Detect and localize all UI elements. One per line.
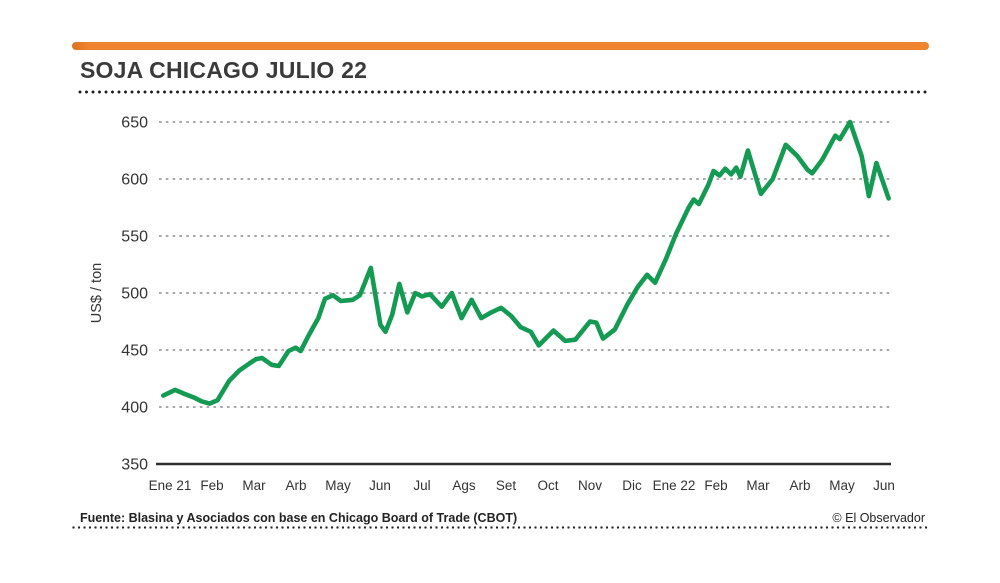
x-tick-label: Jul bbox=[413, 478, 430, 493]
x-tick-label: May bbox=[325, 478, 351, 493]
x-tick-label: Arb bbox=[285, 478, 306, 493]
y-tick-label: 450 bbox=[121, 343, 148, 360]
x-tick-label: Set bbox=[496, 478, 517, 493]
y-tick-label: 650 bbox=[121, 115, 148, 132]
y-tick-label: 500 bbox=[121, 286, 148, 303]
y-tick-label: 350 bbox=[121, 457, 148, 474]
y-tick-label: 600 bbox=[121, 172, 148, 189]
x-tick-label: Dic bbox=[622, 478, 642, 493]
price-line bbox=[161, 119, 891, 406]
source-note: Fuente: Blasina y Asociados con base en … bbox=[80, 511, 518, 525]
x-tick-label: Feb bbox=[200, 478, 223, 493]
x-tick-label: Ene 21 bbox=[149, 478, 192, 493]
accent-bar bbox=[72, 42, 929, 50]
x-tick-label: Nov bbox=[578, 478, 602, 493]
x-tick-label: May bbox=[829, 478, 855, 493]
x-tick-label: Feb bbox=[704, 478, 727, 493]
x-tick-label: Ags bbox=[452, 478, 476, 493]
page-title: SOJA CHICAGO JULIO 22 bbox=[80, 57, 368, 83]
x-tick-label: Jun bbox=[873, 478, 895, 493]
title-divider bbox=[78, 90, 929, 94]
footer-divider bbox=[72, 526, 929, 529]
x-tick-label: Arb bbox=[789, 478, 810, 493]
x-tick-label: Ene 22 bbox=[653, 478, 696, 493]
y-axis-title: US$ / ton bbox=[89, 263, 105, 323]
credit-note: © El Observador bbox=[832, 511, 925, 525]
x-tick-label: Mar bbox=[242, 478, 266, 493]
y-tick-label: 400 bbox=[121, 400, 148, 417]
x-tick-label: Oct bbox=[537, 478, 558, 493]
x-tick-label: Mar bbox=[746, 478, 770, 493]
y-tick-label: 550 bbox=[121, 229, 148, 246]
x-tick-label: Jun bbox=[369, 478, 391, 493]
